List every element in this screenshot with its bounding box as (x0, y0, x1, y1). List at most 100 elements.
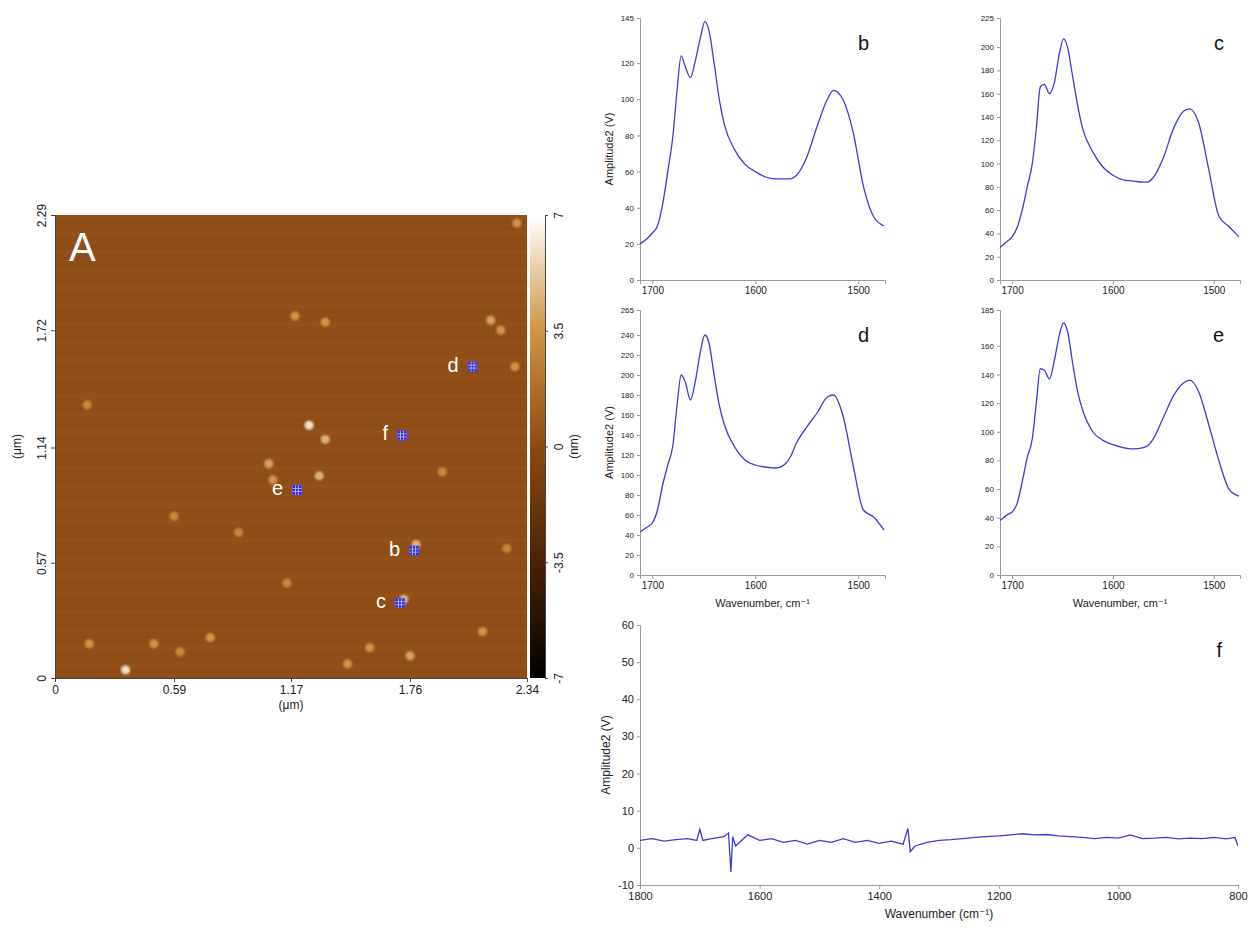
tick-mark (51, 563, 55, 564)
colorbar-axis: -7-3.503.57 (545, 212, 566, 684)
spectrum-line (640, 829, 1238, 872)
tick: 1500 (1203, 575, 1226, 591)
tick-label: 240 (621, 331, 635, 340)
tick-label: 20 (622, 768, 634, 780)
scan-band (55, 515, 527, 518)
scan-band (55, 449, 527, 452)
scan-band (55, 407, 527, 410)
scan-band (55, 551, 527, 554)
tick-mark (545, 331, 548, 332)
tick-mark (1012, 575, 1013, 579)
scan-band (55, 377, 527, 380)
y-axis-title: Amplitude2 (V) (603, 113, 615, 186)
tick: 1.72 (35, 319, 55, 343)
particle (176, 647, 185, 656)
tick-label: 80 (625, 491, 634, 500)
tick-mark (637, 435, 640, 436)
particle (365, 643, 374, 652)
tick-mark (637, 736, 640, 737)
particle (149, 639, 158, 648)
tick-label: 1700 (642, 580, 665, 591)
tick-mark (997, 374, 1000, 375)
y-axis: 00.571.141.722.29 (35, 203, 56, 681)
tick-mark (637, 63, 640, 64)
tick-mark (999, 885, 1000, 889)
tick: 1700 (642, 575, 665, 591)
image-panel: bcdefA00.591.171.762.3400.571.141.722.29… (10, 203, 581, 712)
tick: 20 (622, 768, 640, 780)
tick-mark (1214, 280, 1215, 284)
scan-band (55, 509, 527, 512)
tick-label: 1.14 (35, 436, 49, 460)
scan-band (55, 491, 527, 494)
tick-label: 800 (1229, 890, 1247, 902)
tick-label: 1200 (987, 890, 1011, 902)
x-axis: 1700 1600 1500 (641, 575, 886, 591)
y-axis: 020406080100120140160180200220240265 (621, 306, 641, 580)
tick-label: 0 (35, 675, 49, 682)
tick: 1500 (848, 575, 871, 591)
tick-label: 140 (621, 431, 635, 440)
tick-label: 20 (625, 551, 634, 560)
tick: 160 (981, 342, 1000, 351)
y-axis: 020406080100120140160185 (981, 306, 1001, 580)
spectrum-panel: 18001600140012001000800-100102030405060f… (599, 619, 1248, 921)
tick-mark (637, 375, 640, 376)
tick: 140 (981, 113, 1000, 122)
tick-label: 0 (552, 443, 566, 450)
tick: 0 (628, 842, 640, 854)
scan-band (55, 281, 527, 284)
tick-label: 1.76 (399, 683, 423, 697)
tick-mark (858, 575, 859, 579)
panel-letter: A (69, 225, 96, 269)
tick: 0 (545, 443, 566, 450)
tick: 0 (990, 276, 1000, 285)
y-axis: 020406080100120145 (621, 14, 641, 285)
tick-label: 160 (981, 342, 995, 351)
tick-mark (997, 575, 1000, 576)
tick-mark (637, 774, 640, 775)
tick-label: 2.34 (516, 683, 540, 697)
tick-mark (51, 678, 55, 679)
scan-band (55, 611, 527, 614)
scan-band (55, 647, 527, 650)
tick: 185 (981, 306, 1000, 315)
y-axis: 020406080100120140160180200225 (981, 14, 1001, 285)
tick: 0 (52, 678, 59, 697)
panel-letter: d (858, 324, 869, 346)
scan-band (55, 479, 527, 482)
tick-mark (637, 699, 640, 700)
tick-label: 60 (985, 206, 994, 215)
scan-band (55, 257, 527, 260)
plot-area (1000, 39, 1239, 247)
tick-mark (545, 447, 548, 448)
scan-band (55, 305, 527, 308)
point-marker (410, 546, 419, 555)
tick-mark (637, 172, 640, 173)
tick-label: 20 (985, 253, 994, 262)
tick-label: 1600 (1102, 285, 1125, 296)
scan-band (55, 425, 527, 428)
tick: 1600 (745, 575, 768, 591)
tick: 30 (622, 730, 640, 742)
tick-label: 100 (621, 95, 635, 104)
scan-band (55, 389, 527, 392)
tick: 200 (981, 43, 1000, 52)
scan-band (55, 629, 527, 632)
tick-mark (997, 210, 1000, 211)
x-axis-line (641, 576, 886, 580)
scan-band (55, 623, 527, 626)
tick-mark (755, 280, 756, 284)
x-axis-line (641, 886, 1239, 890)
colorbar-title: (nm) (567, 434, 581, 459)
tick-mark (760, 885, 761, 889)
tick: 145 (621, 14, 640, 23)
tick-label: 0 (990, 571, 995, 580)
x-axis-line (1001, 576, 1241, 580)
x-axis: 170016001500 (1001, 575, 1241, 591)
particle (121, 665, 130, 674)
tick: 160 (981, 90, 1000, 99)
tick-label: 0.59 (163, 683, 187, 697)
tick-label: 185 (981, 306, 995, 315)
tick: 100 (981, 428, 1000, 437)
